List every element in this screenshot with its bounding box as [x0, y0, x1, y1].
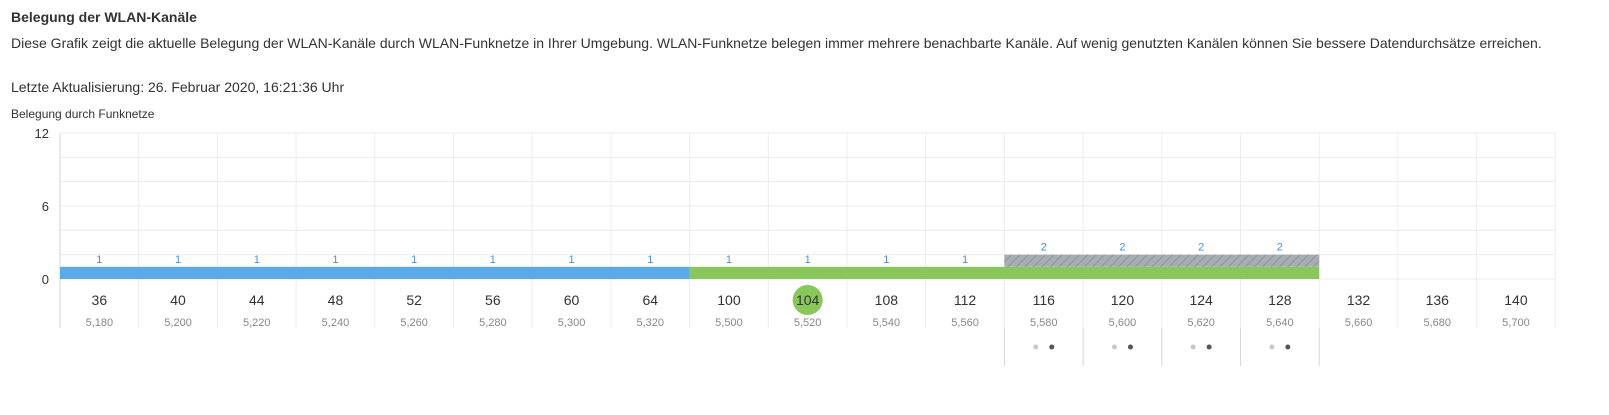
channel-label[interactable]: 136 [1426, 292, 1450, 308]
pager-dot[interactable] [1269, 344, 1275, 350]
value-label: 1 [805, 254, 811, 266]
frequency-label: 5,580 [1030, 317, 1058, 329]
value-label: 1 [490, 254, 496, 266]
channel-label[interactable]: 112 [954, 292, 977, 308]
selected-channel-marker [792, 285, 823, 315]
value-label: 2 [1198, 242, 1204, 254]
channel-label[interactable]: 132 [1347, 292, 1371, 308]
y-tick-label: 0 [42, 272, 49, 287]
value-label: 1 [568, 254, 574, 266]
channel-label[interactable]: 124 [1189, 292, 1213, 308]
frequency-label: 5,260 [400, 317, 428, 329]
value-label: 1 [962, 254, 968, 266]
frequency-label: 5,640 [1266, 317, 1294, 329]
channel-label[interactable]: 56 [485, 292, 501, 308]
frequency-label: 5,520 [794, 317, 822, 329]
pager-dot-active[interactable] [1127, 344, 1133, 350]
pager-dot[interactable] [1033, 344, 1039, 350]
channel-label[interactable]: 48 [328, 292, 344, 308]
bar-green [689, 266, 1320, 279]
channel-label[interactable]: 104 [796, 292, 820, 308]
frequency-label: 5,600 [1109, 317, 1137, 329]
value-label: 1 [332, 254, 338, 266]
frequency-label: 5,240 [322, 317, 350, 329]
frequency-label: 5,700 [1502, 317, 1530, 329]
frequency-label: 5,200 [164, 317, 192, 329]
last-update-text: Letzte Aktualisierung: 26. Februar 2020,… [11, 79, 345, 95]
frequency-label: 5,220 [243, 317, 271, 329]
frequency-label: 5,500 [715, 317, 743, 329]
frequency-label: 5,540 [873, 317, 901, 329]
channel-label[interactable]: 60 [564, 292, 580, 308]
value-label: 1 [96, 254, 102, 266]
channel-label[interactable]: 44 [249, 292, 265, 308]
pager-dot-active[interactable] [1049, 344, 1055, 350]
value-label: 2 [1277, 242, 1283, 254]
channel-label[interactable]: 108 [875, 292, 899, 308]
page-title: Belegung der WLAN-Kanäle [11, 9, 197, 25]
pager-dot-active[interactable] [1285, 344, 1291, 350]
channel-label[interactable]: 116 [1033, 292, 1056, 308]
value-label: 1 [411, 254, 417, 266]
description-text: Diese Grafik zeigt die aktuelle Belegung… [11, 35, 1542, 51]
frequency-label: 5,620 [1187, 317, 1215, 329]
value-label: 1 [647, 254, 653, 266]
channel-label[interactable]: 40 [170, 292, 186, 308]
pager-dot-active[interactable] [1206, 344, 1212, 350]
bar-blue [60, 266, 690, 279]
channel-label[interactable]: 128 [1268, 292, 1292, 308]
bar-hatched [1004, 254, 1320, 267]
channel-label[interactable]: 52 [406, 292, 422, 308]
frequency-label: 5,320 [636, 317, 664, 329]
frequency-label: 5,280 [479, 317, 507, 329]
channel-label[interactable]: 120 [1111, 292, 1135, 308]
chart-label: Belegung durch Funknetze [11, 107, 155, 121]
channel-label[interactable]: 64 [642, 292, 658, 308]
frequency-label: 5,560 [951, 317, 979, 329]
value-label: 1 [883, 254, 889, 266]
frequency-label: 5,300 [558, 317, 586, 329]
pager-dot[interactable] [1190, 344, 1196, 350]
pager-dot[interactable] [1111, 344, 1117, 350]
y-tick-label: 12 [35, 126, 49, 141]
value-label: 1 [254, 254, 260, 266]
value-label: 1 [175, 254, 181, 266]
channel-label[interactable]: 140 [1504, 292, 1528, 308]
channel-label[interactable]: 36 [92, 292, 108, 308]
value-label: 1 [726, 254, 732, 266]
y-tick-label: 6 [42, 199, 49, 214]
frequency-label: 5,660 [1345, 317, 1373, 329]
channel-label[interactable]: 100 [717, 292, 741, 308]
frequency-label: 5,680 [1423, 317, 1451, 329]
frequency-label: 5,180 [86, 317, 114, 329]
value-label: 2 [1041, 242, 1047, 254]
value-label: 2 [1119, 242, 1125, 254]
